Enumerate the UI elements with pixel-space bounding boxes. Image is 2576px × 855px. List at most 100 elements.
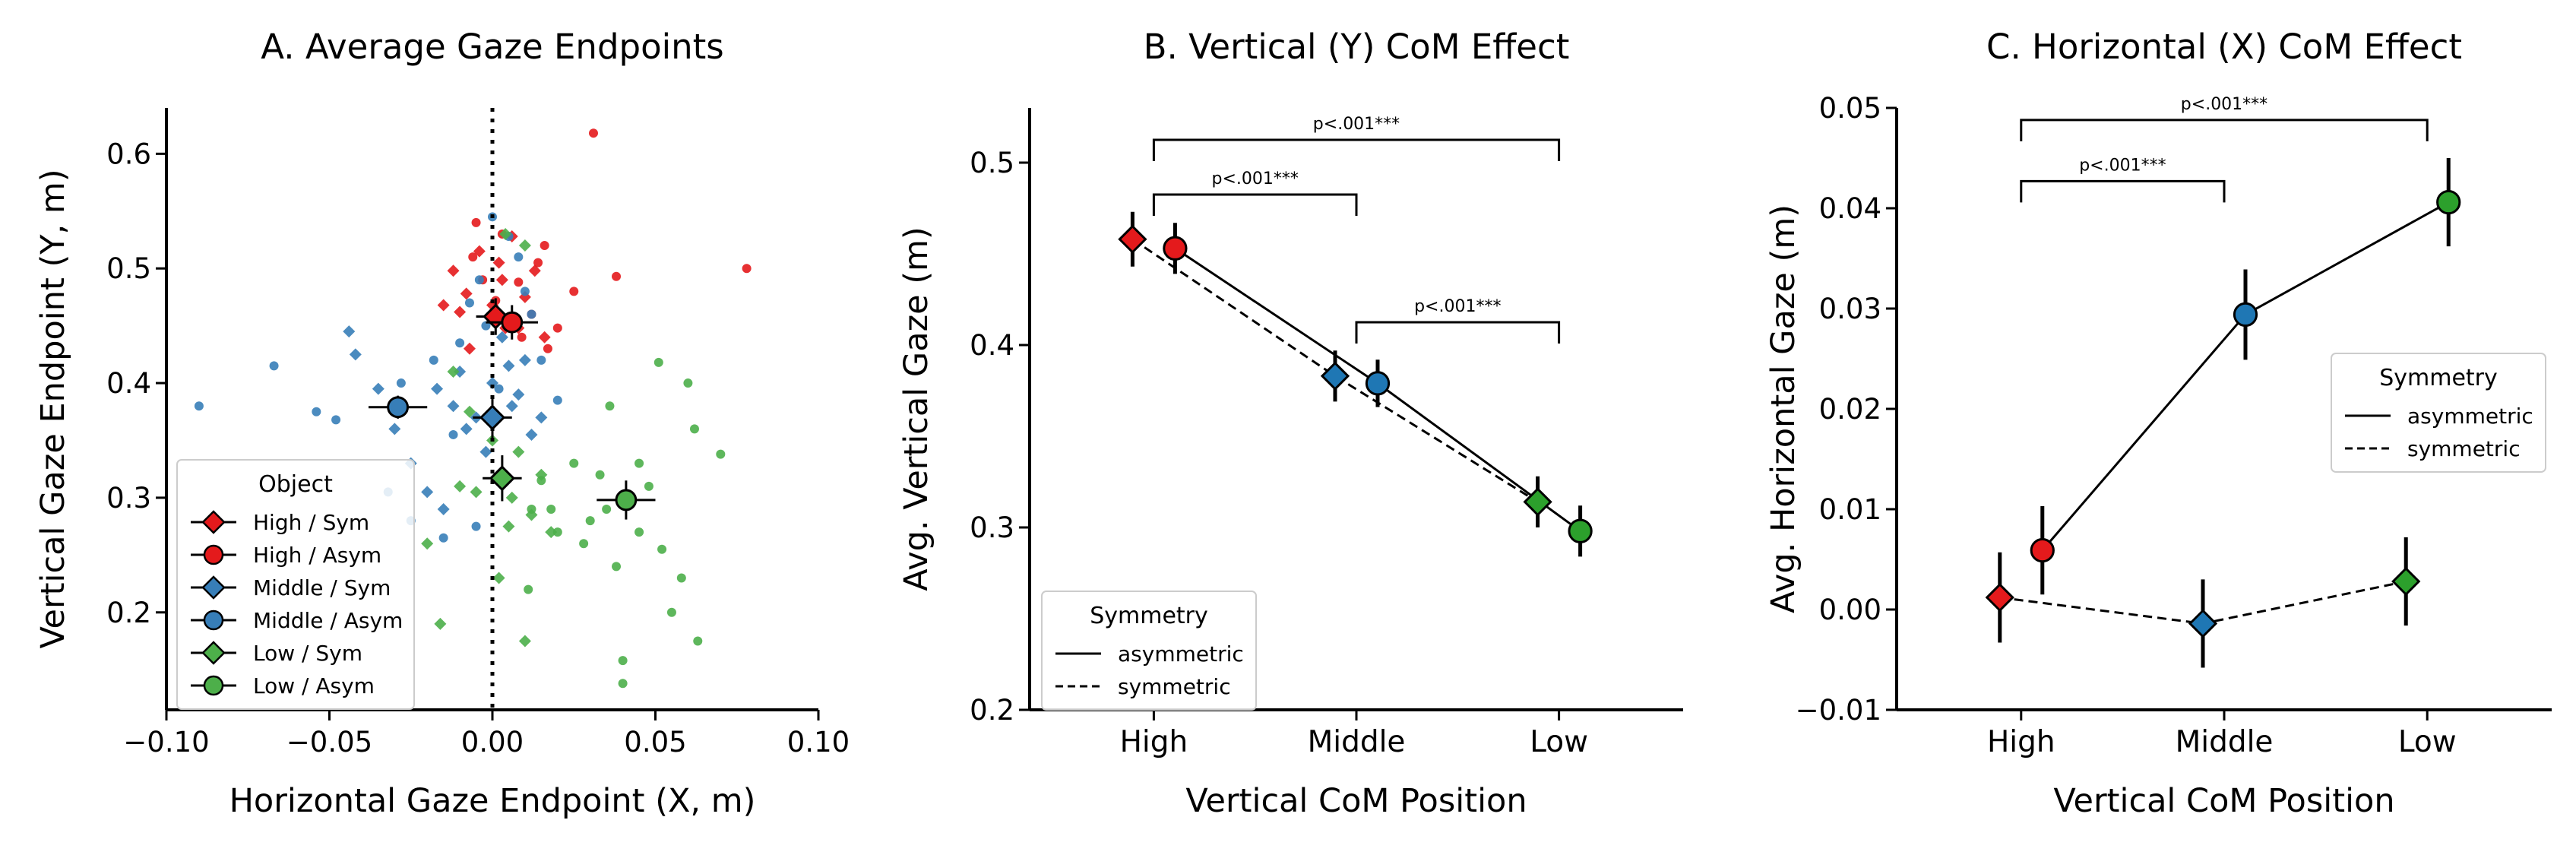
scatter-point bbox=[536, 355, 546, 365]
scatter-point bbox=[676, 573, 686, 583]
legend-label: asymmetric bbox=[2407, 404, 2533, 429]
scatter-point bbox=[454, 306, 467, 318]
scatter-point bbox=[689, 424, 699, 434]
significance-label: p<.001*** bbox=[2181, 95, 2267, 114]
scatter-point bbox=[463, 405, 476, 418]
scatter-point bbox=[644, 481, 653, 491]
y-tick-label: 0.5 bbox=[970, 147, 1014, 179]
y-tick-label: 0.05 bbox=[1819, 92, 1881, 125]
y-tick-label: 0.4 bbox=[970, 329, 1014, 362]
scatter-point bbox=[481, 321, 491, 331]
y-tick-label: 0.6 bbox=[106, 138, 151, 170]
x-axis-label: Horizontal Gaze Endpoint (X, m) bbox=[229, 782, 756, 820]
x-tick-label: High bbox=[1987, 725, 2055, 759]
scatter-point bbox=[525, 428, 538, 441]
x-tick-label: Middle bbox=[2176, 725, 2274, 759]
scatter-point bbox=[479, 445, 492, 458]
scatter-point bbox=[471, 521, 481, 531]
scatter-point bbox=[540, 241, 549, 251]
legend-label: Middle / Asym bbox=[253, 608, 403, 633]
scatter-point bbox=[518, 635, 531, 648]
scatter-point bbox=[538, 331, 551, 344]
scatter-point bbox=[653, 357, 663, 367]
significance-label: p<.001*** bbox=[1313, 115, 1400, 134]
scatter-point bbox=[447, 264, 460, 277]
y-axis-label: Vertical Gaze Endpoint (Y, m) bbox=[34, 169, 72, 648]
panel-title: A. Average Gaze Endpoints bbox=[261, 27, 723, 67]
scatter-point bbox=[331, 415, 341, 425]
y-tick-label: 0.04 bbox=[1819, 192, 1881, 225]
scatter-point bbox=[518, 239, 531, 252]
legend-marker bbox=[201, 575, 226, 600]
scatter-point bbox=[502, 520, 515, 533]
mean-marker bbox=[479, 404, 506, 431]
scatter-point bbox=[528, 264, 541, 277]
scatter-point bbox=[512, 388, 525, 401]
scatter-point bbox=[505, 400, 518, 413]
y-tick-label: 0.03 bbox=[1819, 293, 1881, 325]
scatter-point bbox=[194, 401, 204, 411]
mean-marker bbox=[501, 311, 524, 334]
scatter-point bbox=[421, 537, 434, 550]
scatter-point bbox=[618, 656, 628, 666]
scatter-point bbox=[588, 128, 598, 138]
scatter-point bbox=[438, 533, 448, 543]
x-tick-label: 0.05 bbox=[624, 726, 686, 758]
scatter-point bbox=[495, 274, 508, 287]
scatter-point bbox=[447, 365, 460, 378]
y-tick-label: 0.00 bbox=[1819, 594, 1881, 626]
scatter-point bbox=[535, 411, 548, 424]
scatter-point bbox=[471, 217, 481, 227]
legend-box bbox=[1041, 591, 1257, 711]
significance-bracket bbox=[1355, 321, 1561, 344]
scatter-point bbox=[495, 331, 508, 344]
scatter-point bbox=[474, 275, 484, 285]
scatter-point bbox=[635, 458, 644, 468]
legend-label: symmetric bbox=[2407, 436, 2521, 461]
y-tick-label: 0.2 bbox=[106, 597, 151, 629]
mean-marker bbox=[387, 396, 409, 419]
data-marker bbox=[1118, 224, 1147, 254]
x-axis-label: Vertical CoM Position bbox=[2053, 782, 2394, 820]
scatter-point bbox=[579, 539, 589, 549]
scatter-point bbox=[536, 476, 546, 486]
data-marker bbox=[1365, 371, 1391, 396]
legend-title: Object bbox=[258, 471, 333, 498]
scatter-point bbox=[512, 445, 525, 458]
y-axis-label: Avg. Horizontal Gaze (m) bbox=[1764, 204, 1802, 613]
panel-a-gaze-endpoints: −0.10 −0.05 0.00 0.05 0.10 0.2 0.3 0.4 0.5 0.6 A. … bbox=[34, 27, 850, 820]
scatter-point bbox=[349, 348, 362, 361]
panel-title: B. Vertical (Y) CoM Effect bbox=[1144, 27, 1570, 67]
scatter-point bbox=[421, 486, 434, 499]
scatter-point bbox=[492, 572, 505, 584]
scatter-point bbox=[666, 607, 676, 617]
significance-label: p<.001*** bbox=[2079, 156, 2166, 175]
scatter-point bbox=[552, 395, 562, 405]
significance-bracket bbox=[1152, 138, 1561, 161]
scatter-point bbox=[492, 256, 505, 269]
x-axis-label: Vertical CoM Position bbox=[1185, 782, 1527, 820]
mean-marker bbox=[489, 465, 515, 492]
mean-marker bbox=[615, 489, 638, 511]
scatter-point bbox=[612, 562, 622, 572]
scatter-point bbox=[429, 355, 438, 365]
data-marker bbox=[1163, 236, 1188, 261]
x-tick-label: −0.05 bbox=[286, 726, 372, 758]
panel-b-vertical-com-effect: p<.001*** p<.001*** p<.001*** High Middle Low… bbox=[897, 27, 1683, 820]
scatter-point bbox=[683, 378, 693, 388]
y-axis-label: Avg. Vertical Gaze (m) bbox=[897, 226, 935, 591]
scatter-point bbox=[520, 287, 530, 296]
legend-marker bbox=[201, 641, 226, 665]
significance-label: p<.001*** bbox=[1212, 169, 1299, 188]
scatter-point bbox=[569, 458, 579, 468]
scatter-point bbox=[447, 400, 460, 413]
scatter-point bbox=[533, 258, 543, 268]
y-tick-label: 0.02 bbox=[1819, 393, 1881, 426]
scatter-point bbox=[552, 527, 562, 537]
scatter-point bbox=[312, 407, 321, 416]
scatter-point bbox=[635, 527, 644, 537]
legend-box bbox=[2331, 353, 2546, 473]
scatter-point bbox=[460, 423, 473, 435]
x-tick-label: Low bbox=[2398, 725, 2457, 759]
